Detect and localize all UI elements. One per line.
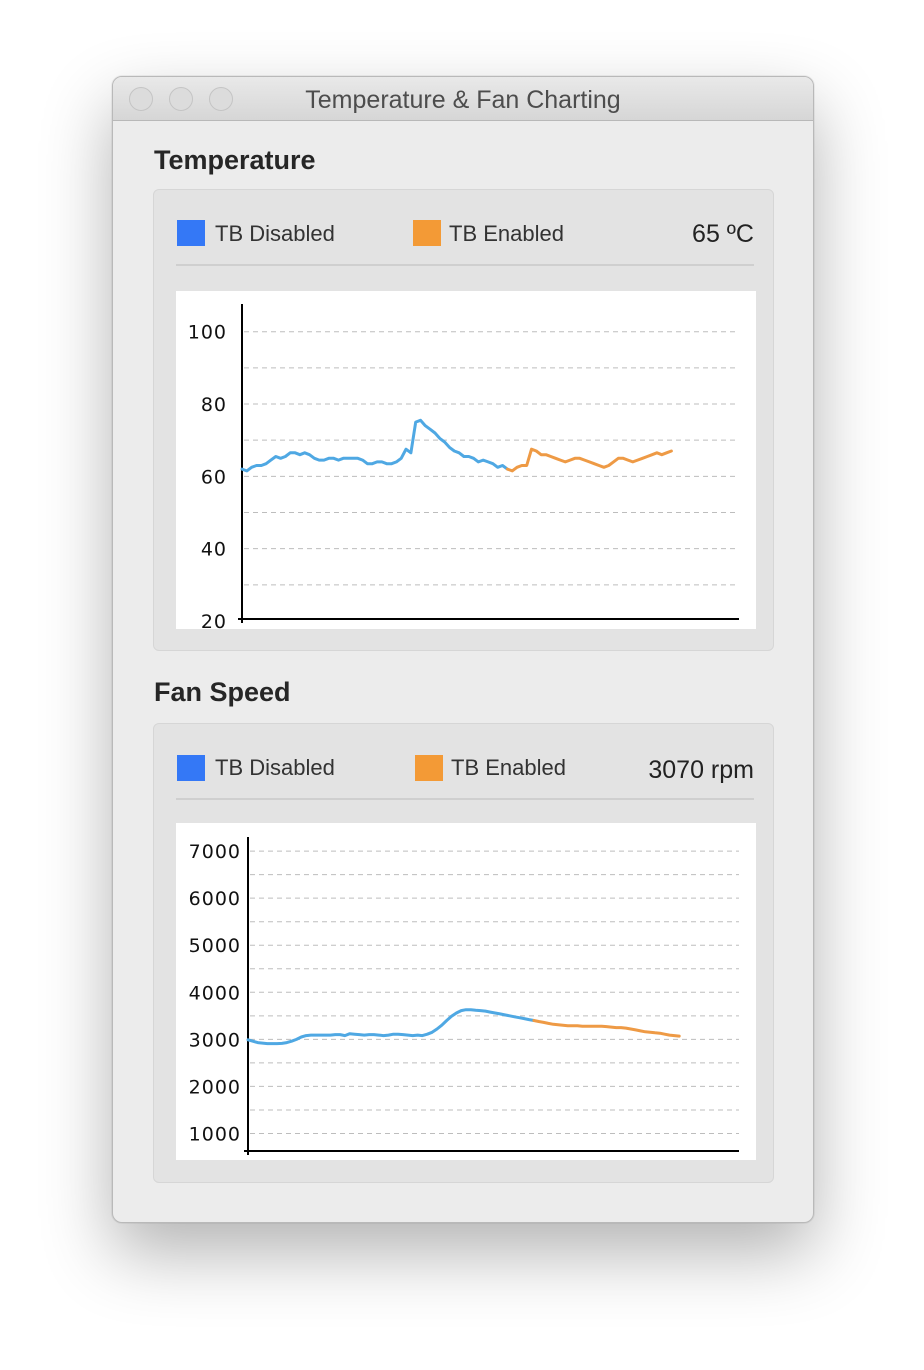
tb-enabled-label: TB Enabled	[449, 221, 564, 246]
temperature-chart-y-tick-label: 100	[188, 322, 227, 344]
temperature-legend: TB Disabled TB Enabled 65 ºC	[176, 204, 754, 266]
zoom-window-button[interactable]	[209, 87, 233, 111]
tb-disabled-label: TB Disabled	[215, 221, 335, 246]
tb-disabled-swatch	[177, 755, 205, 781]
fan-panel: TB Disabled TB Enabled 3070 rpm 7000 6000…	[153, 723, 774, 1183]
tb-enabled-swatch	[415, 755, 443, 781]
fan-chart-y-tick-label: 4000	[189, 982, 241, 1004]
temperature-reading: 65 ºC	[692, 220, 754, 248]
title-bar[interactable]: Temperature & Fan Charting	[113, 77, 813, 121]
fan-chart-y-tick-label: 2000	[189, 1076, 241, 1098]
tb-enabled-swatch	[413, 220, 441, 246]
close-window-button[interactable]	[129, 87, 153, 111]
minimize-window-button[interactable]	[169, 87, 193, 111]
temperature-chart-y-tick-label: 60	[201, 466, 227, 488]
fan-chart-y-tick-label: 3000	[189, 1029, 241, 1051]
fan-chart: 7000 6000 5000 4000 3000 2000 1000	[176, 823, 756, 1160]
temperature-section-title: Temperature	[154, 145, 316, 175]
temperature-chart-tb-enabled-series-line	[505, 447, 673, 473]
fan-chart-y-tick-label: 7000	[189, 841, 241, 863]
tb-enabled-label: TB Enabled	[451, 755, 566, 780]
fan-chart-y-tick-label: 1000	[189, 1123, 241, 1145]
fan-chart-tb-disabled-series-line	[246, 1008, 536, 1046]
fan-chart-tb-enabled-series-line	[532, 1019, 681, 1038]
temperature-chart-tb-disabled-series-line	[240, 418, 509, 473]
app-window: Temperature & Fan Charting Temperature T…	[112, 76, 814, 1223]
fan-chart-y-tick-label: 5000	[189, 935, 241, 957]
tb-disabled-swatch	[177, 220, 205, 246]
window-title: Temperature & Fan Charting	[305, 86, 621, 114]
tb-disabled-label: TB Disabled	[215, 755, 335, 780]
fan-section-title: Fan Speed	[154, 677, 291, 707]
temperature-chart: 100 80 60 40 20	[176, 291, 756, 629]
temperature-chart-y-tick-label: 80	[201, 394, 227, 416]
fan-chart-svg: 7000 6000 5000 4000 3000 2000 1000	[189, 837, 739, 1155]
fan-legend: TB Disabled TB Enabled 3070 rpm	[176, 738, 754, 800]
fan-reading: 3070 rpm	[648, 756, 754, 784]
fan-chart-y-tick-label: 6000	[189, 888, 241, 910]
temperature-chart-y-tick-label: 20	[201, 611, 227, 629]
temperature-chart-y-tick-label: 40	[201, 539, 227, 561]
temperature-chart-svg: 100 80 60 40 20	[188, 304, 739, 629]
temperature-panel: TB Disabled TB Enabled 65 ºC 100 80 60 40 20	[153, 189, 774, 651]
